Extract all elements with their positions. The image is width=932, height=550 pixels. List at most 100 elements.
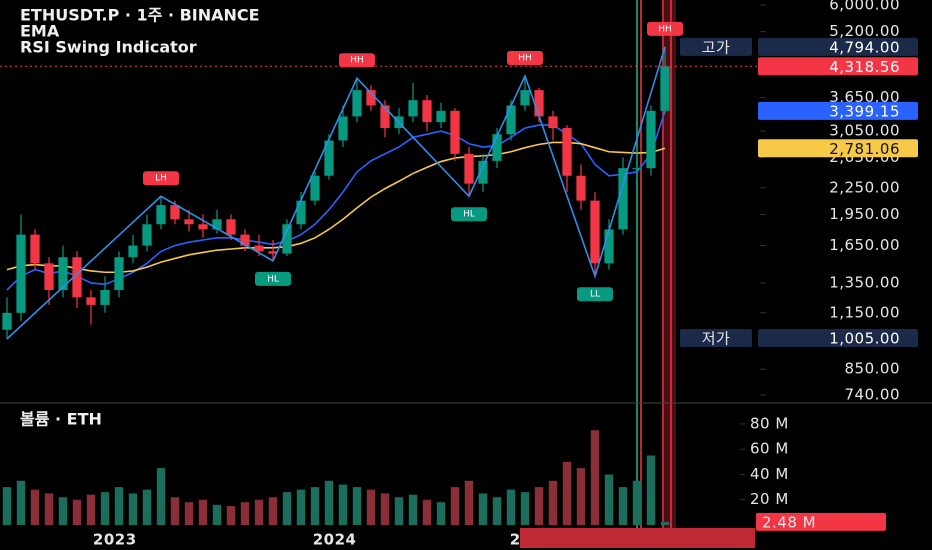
- swing-label-box: [507, 50, 543, 65]
- swing-label-box: [451, 207, 487, 222]
- volume-bar: [58, 497, 68, 525]
- volume-bar: [548, 480, 558, 525]
- volume-bar: [422, 499, 432, 525]
- candle-body: [338, 116, 348, 141]
- badge-tag-label: 저가: [702, 329, 731, 347]
- candle-body: [590, 200, 600, 264]
- candle-body: [296, 200, 306, 225]
- candle-body: [660, 66, 670, 111]
- candle-body: [100, 289, 110, 305]
- y-tick-label: 1,650.00: [829, 236, 900, 254]
- candle-body: [604, 229, 614, 264]
- volume-bar: [576, 468, 586, 525]
- candle-body: [422, 100, 432, 123]
- candle-body: [282, 224, 292, 254]
- price-badge-label: 4,794.00: [829, 38, 900, 56]
- volume-bar: [436, 502, 446, 525]
- candle-body: [352, 90, 362, 117]
- swing-label: HH: [518, 53, 532, 63]
- price-badge: [758, 139, 918, 158]
- swing-label-box: [577, 287, 613, 302]
- volume-bar: [310, 487, 320, 525]
- y-tick-label: 850.00: [845, 360, 901, 378]
- candle-body: [128, 245, 138, 258]
- candle-body: [16, 234, 26, 313]
- plot: [0, 46, 760, 525]
- swing-label-box: [255, 271, 291, 286]
- candle-body: [478, 160, 488, 184]
- volume-bar: [646, 455, 656, 525]
- candle-body: [464, 153, 474, 184]
- volume-bar: [100, 492, 110, 525]
- volume-tick-label: 40 M: [750, 465, 789, 483]
- y-tick-label: 740.00: [845, 386, 901, 404]
- x-tick-label: 2023: [93, 531, 137, 549]
- price-badge: [758, 328, 918, 347]
- y-tick-label: 3,650.00: [829, 88, 900, 106]
- candle-body: [548, 116, 558, 129]
- candle-body: [30, 234, 40, 264]
- swing-label: HL: [267, 274, 279, 284]
- volume-bar: [254, 499, 264, 525]
- candle-body: [450, 110, 460, 154]
- badge-tag: [680, 37, 752, 56]
- price-badge-label: 3,399.15: [829, 102, 900, 120]
- candle-body: [366, 90, 376, 106]
- volume-bar: [632, 480, 642, 525]
- price-badge: [758, 37, 918, 56]
- candle-body: [170, 205, 180, 220]
- volume-bar: [534, 487, 544, 525]
- y-tick-label: 1,150.00: [829, 303, 900, 321]
- indicator-name: EMA: [20, 22, 60, 41]
- candle-body: [520, 90, 530, 106]
- candle-body: [562, 128, 572, 176]
- volume-bar: [44, 493, 54, 525]
- candle-body: [44, 263, 54, 290]
- y-tick-label: 1,350.00: [829, 273, 900, 291]
- volume-bar: [156, 468, 166, 525]
- swing-label: HH: [658, 24, 672, 34]
- candle-body: [198, 224, 208, 230]
- y-tick-label: 1,950.00: [829, 205, 900, 223]
- volume-badge-label: 2.48 M: [762, 513, 816, 531]
- candle-body: [226, 219, 236, 235]
- candle-body: [184, 219, 194, 225]
- price-badge: [758, 57, 918, 76]
- volume-bar: [30, 489, 40, 525]
- volume-bar: [72, 499, 82, 525]
- volume-bar: [114, 487, 124, 525]
- candle-body: [324, 140, 334, 176]
- volume-bar: [506, 489, 516, 525]
- indicator-name: RSI Swing Indicator: [20, 38, 197, 57]
- volume-bar: [268, 497, 278, 525]
- volume-bar: [142, 489, 152, 525]
- candle-body: [254, 245, 264, 252]
- volume-title: 볼륨 · ETH: [20, 410, 102, 429]
- volume-tick-label: 80 M: [750, 414, 789, 432]
- volume-bar: [478, 493, 488, 525]
- volume-badge: [756, 512, 886, 531]
- volume-bar: [128, 493, 138, 525]
- volume-bar: [394, 497, 404, 525]
- candle-body: [646, 110, 656, 169]
- volume-bar: [352, 487, 362, 525]
- price-badge-label: 1,005.00: [829, 329, 900, 347]
- candle-body: [618, 168, 628, 230]
- shaded-range: [664, 0, 676, 528]
- volume-bar: [366, 489, 376, 525]
- candle-body: [142, 224, 152, 246]
- swing-label-box: [143, 171, 179, 186]
- volume-bar: [464, 480, 474, 525]
- badge-tag: [680, 328, 752, 347]
- candle-body: [408, 100, 418, 117]
- y-tick-label: 6,000.00: [829, 0, 900, 14]
- volume-bar: [562, 461, 572, 525]
- candle-body: [436, 110, 446, 123]
- candle-body: [86, 297, 96, 305]
- candle-body: [72, 257, 82, 298]
- volume-bar: [520, 492, 530, 525]
- volume-bar: [240, 502, 250, 525]
- volume-bar: [450, 487, 460, 525]
- volume-tick-label: 60 M: [750, 440, 789, 458]
